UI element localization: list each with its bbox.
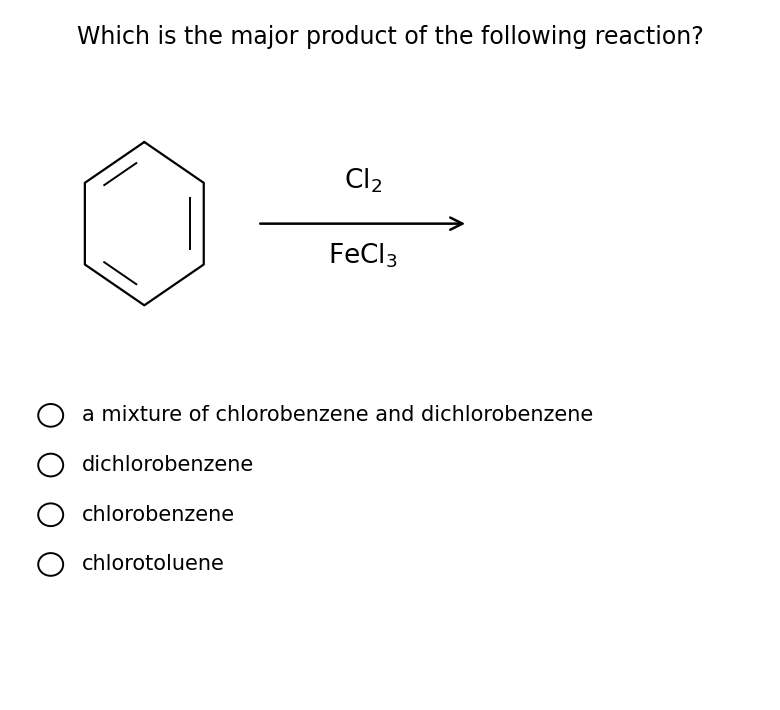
Text: a mixture of chlorobenzene and dichlorobenzene: a mixture of chlorobenzene and dichlorob… bbox=[82, 405, 593, 425]
Text: dichlorobenzene: dichlorobenzene bbox=[82, 455, 254, 475]
Text: $\mathrm{Cl_2}$: $\mathrm{Cl_2}$ bbox=[344, 167, 381, 195]
Text: $\mathrm{FeCl_3}$: $\mathrm{FeCl_3}$ bbox=[328, 241, 398, 270]
Text: Which is the major product of the following reaction?: Which is the major product of the follow… bbox=[76, 25, 704, 49]
Text: chlorotoluene: chlorotoluene bbox=[82, 555, 225, 574]
Text: chlorobenzene: chlorobenzene bbox=[82, 505, 235, 525]
